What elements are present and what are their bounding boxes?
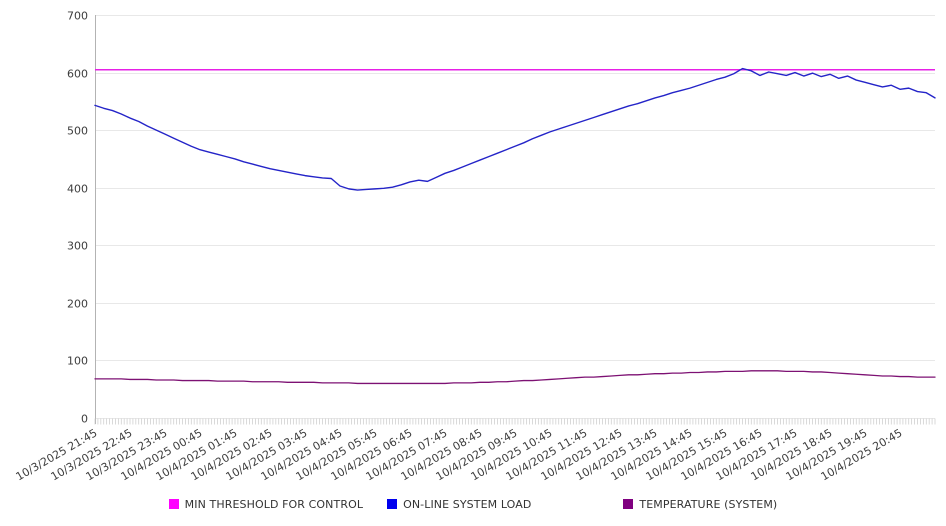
- svg-text:300: 300: [67, 240, 88, 253]
- svg-text:500: 500: [67, 125, 88, 138]
- svg-text:600: 600: [67, 68, 88, 81]
- svg-text:0: 0: [81, 413, 88, 426]
- svg-text:200: 200: [67, 298, 88, 311]
- legend-item-min-threshold[interactable]: MIN THRESHOLD FOR CONTROL: [168, 497, 364, 511]
- svg-text:700: 700: [67, 10, 88, 23]
- legend-item-temperature-system[interactable]: TEMPERATURE (SYSTEM): [623, 498, 777, 511]
- temperature-system-swatch-icon: [623, 499, 634, 509]
- legend-label-online-system-load: ON-LINE SYSTEM LOAD: [403, 497, 532, 511]
- chart-legend: MIN THRESHOLD FOR CONTROL ON-LINE SYSTEM…: [0, 495, 946, 513]
- legend-label-temperature-system: TEMPERATURE (SYSTEM): [639, 497, 778, 511]
- legend-item-online-system-load[interactable]: ON-LINE SYSTEM LOAD: [387, 498, 531, 511]
- legend-label-min-threshold: MIN THRESHOLD FOR CONTROL: [184, 497, 364, 511]
- svg-text:400: 400: [67, 183, 88, 196]
- svg-text:100: 100: [67, 355, 88, 368]
- online-system-load-swatch-icon: [387, 499, 398, 509]
- min-threshold-swatch-icon: [168, 499, 179, 509]
